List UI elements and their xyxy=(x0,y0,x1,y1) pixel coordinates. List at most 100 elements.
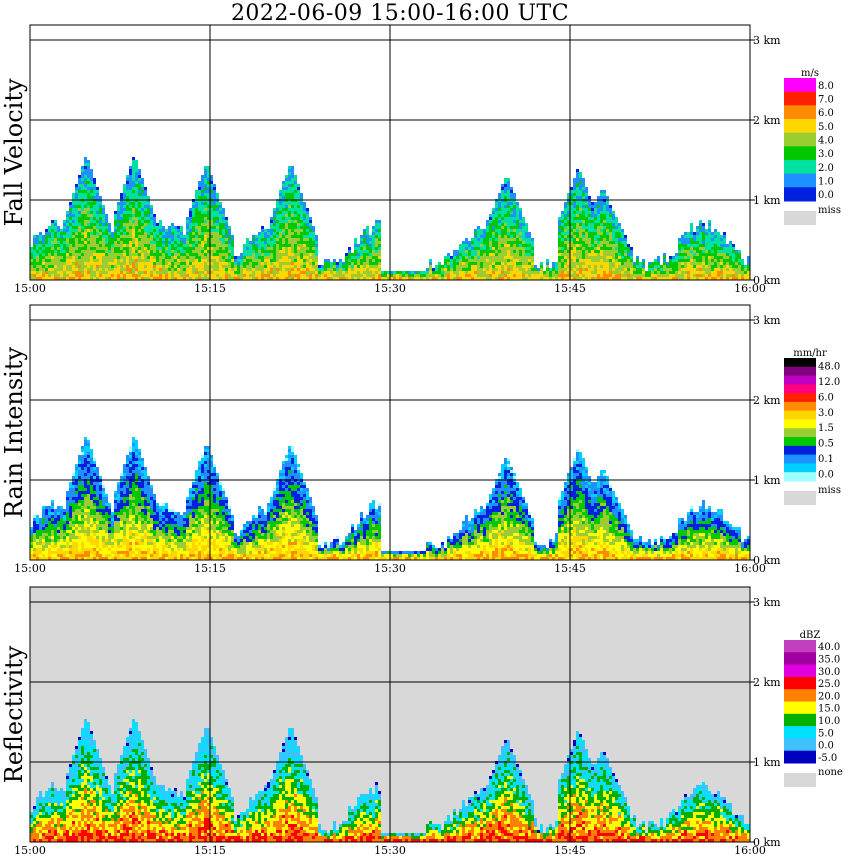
echo-cell xyxy=(558,226,561,229)
echo-cell xyxy=(582,181,585,184)
echo-cell xyxy=(198,193,201,196)
echo-cell xyxy=(138,268,141,271)
echo-cell xyxy=(105,256,108,259)
echo-cell xyxy=(69,265,72,268)
echo-cell xyxy=(147,211,150,214)
echo-cell xyxy=(285,181,288,184)
echo-cell xyxy=(279,193,282,196)
echo-cell xyxy=(516,268,519,271)
echo-cell xyxy=(537,271,540,274)
echo-cell xyxy=(300,196,303,199)
echo-cell xyxy=(87,527,90,530)
echo-cell xyxy=(297,193,300,196)
echo-cell xyxy=(504,187,507,190)
echo-cell xyxy=(486,247,489,250)
echo-cell xyxy=(594,202,597,205)
echo-cell xyxy=(90,533,93,536)
echo-cell xyxy=(189,250,192,253)
echo-cell xyxy=(483,271,486,274)
echo-cell xyxy=(93,181,96,184)
echo-cell xyxy=(93,205,96,208)
echo-cell xyxy=(78,485,81,488)
echo-cell xyxy=(525,232,528,235)
echo-cell xyxy=(87,557,90,560)
echo-cell xyxy=(93,256,96,259)
x-tick-label: 15:00 xyxy=(14,282,46,295)
echo-cell xyxy=(72,214,75,217)
echo-cell xyxy=(63,524,66,527)
echo-cell xyxy=(447,259,450,262)
echo-cell xyxy=(216,220,219,223)
echo-cell xyxy=(504,193,507,196)
echo-cell xyxy=(66,271,69,274)
echo-cell xyxy=(549,268,552,271)
echo-cell xyxy=(78,512,81,515)
echo-cell xyxy=(69,554,72,557)
echo-cell xyxy=(564,241,567,244)
echo-cell xyxy=(123,241,126,244)
echo-cell xyxy=(273,229,276,232)
echo-cell xyxy=(162,265,165,268)
echo-cell xyxy=(150,214,153,217)
echo-cell xyxy=(375,277,378,280)
echo-cell xyxy=(711,259,714,262)
echo-cell xyxy=(195,193,198,196)
echo-cell xyxy=(459,274,462,277)
echo-cell xyxy=(231,250,234,253)
echo-cell xyxy=(249,253,252,256)
echo-cell xyxy=(345,265,348,268)
echo-cell xyxy=(441,268,444,271)
echo-cell xyxy=(186,259,189,262)
echo-cell xyxy=(528,265,531,268)
echo-cell xyxy=(576,181,579,184)
echo-cell xyxy=(354,250,357,253)
echo-cell xyxy=(294,235,297,238)
echo-cell xyxy=(54,548,57,551)
echo-cell xyxy=(204,271,207,274)
echo-cell xyxy=(126,250,129,253)
echo-cell xyxy=(444,259,447,262)
echo-cell xyxy=(96,229,99,232)
echo-cell xyxy=(84,467,87,470)
echo-cell xyxy=(81,184,84,187)
echo-cell xyxy=(513,205,516,208)
echo-cell xyxy=(624,271,627,274)
echo-cell xyxy=(90,262,93,265)
echo-cell xyxy=(297,202,300,205)
echo-cell xyxy=(657,265,660,268)
echo-cell xyxy=(264,250,267,253)
echo-cell xyxy=(204,175,207,178)
echo-cell xyxy=(123,262,126,265)
echo-cell xyxy=(579,235,582,238)
echo-cell xyxy=(66,256,69,259)
echo-cell xyxy=(480,268,483,271)
echo-cell xyxy=(612,256,615,259)
echo-cell xyxy=(39,271,42,274)
echo-cell xyxy=(498,250,501,253)
echo-cell xyxy=(189,235,192,238)
echo-cell xyxy=(504,178,507,181)
echo-cell xyxy=(369,259,372,262)
echo-cell xyxy=(222,241,225,244)
echo-cell xyxy=(129,220,132,223)
echo-cell xyxy=(618,247,621,250)
echo-cell xyxy=(78,220,81,223)
echo-cell xyxy=(228,238,231,241)
echo-cell xyxy=(75,491,78,494)
echo-cell xyxy=(507,250,510,253)
echo-cell xyxy=(690,247,693,250)
echo-cell xyxy=(180,274,183,277)
echo-cell xyxy=(96,208,99,211)
echo-cell xyxy=(207,172,210,175)
echo-cell xyxy=(213,253,216,256)
echo-cell xyxy=(132,256,135,259)
colorbar-swatch xyxy=(784,91,816,106)
echo-cell xyxy=(681,250,684,253)
echo-cell xyxy=(477,262,480,265)
echo-cell xyxy=(486,232,489,235)
echo-cell xyxy=(117,244,120,247)
echo-cell xyxy=(675,256,678,259)
echo-cell xyxy=(615,271,618,274)
echo-cell xyxy=(201,268,204,271)
echo-cell xyxy=(123,193,126,196)
